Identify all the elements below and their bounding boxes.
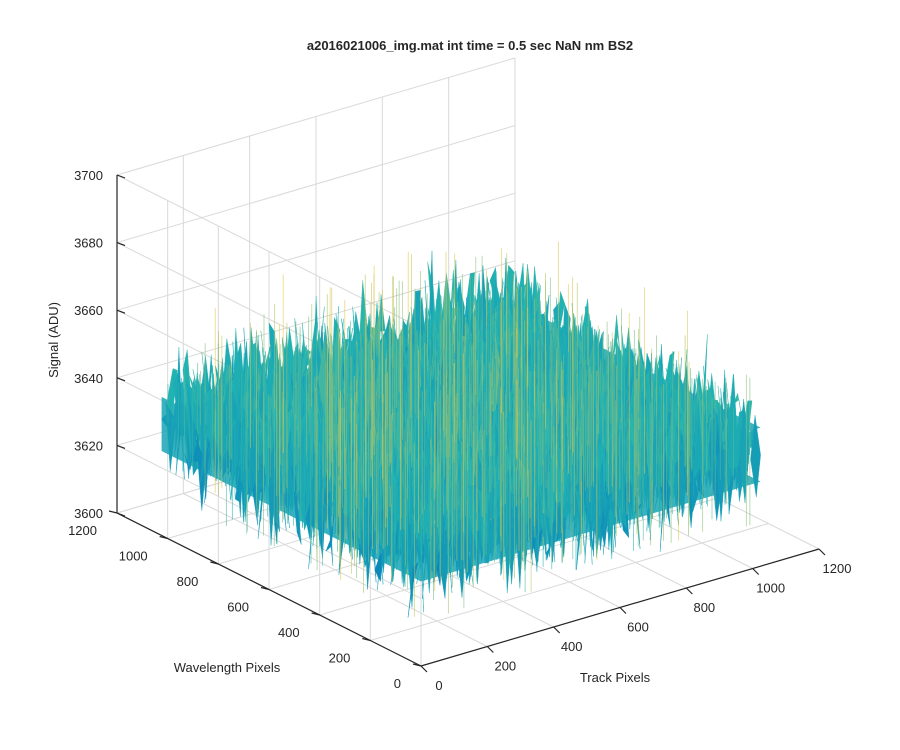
surface [161,241,761,618]
floor-grid-line [370,523,769,641]
surface-facet [221,446,233,479]
surface-facet [260,330,271,377]
surface-facet [291,464,302,545]
back-wall-grid-line [116,125,516,244]
surface-facet [223,414,234,453]
back-wall-grid-line [116,192,516,311]
chart-title: a2016021006_img.mat int time = 0.5 sec N… [307,38,633,53]
side-wall-grid-line [116,174,422,329]
back-wall-grid-line [116,57,516,176]
side-wall-grid-line [116,444,422,599]
